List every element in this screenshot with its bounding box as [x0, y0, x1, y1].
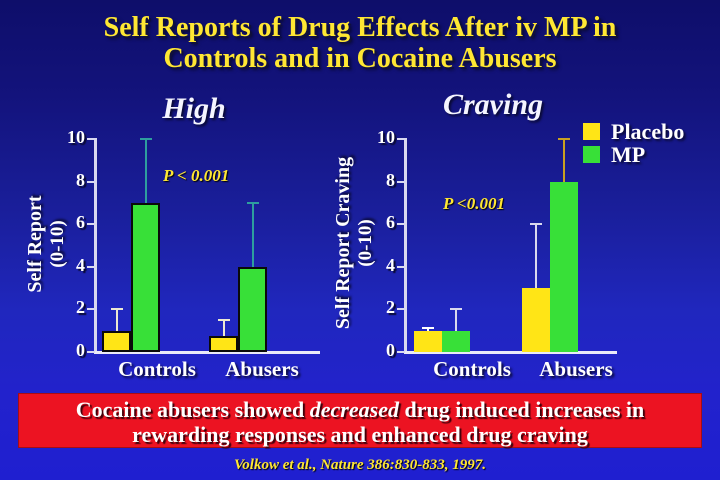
y-axis-tick-label: 2: [76, 297, 85, 318]
y-axis-tick-label: 6: [76, 212, 85, 233]
y-axis-tick-label: 10: [67, 127, 85, 147]
y-axis-tick: [87, 265, 95, 268]
category-label-abusers: Abusers: [225, 357, 299, 381]
banner-text-pre: Cocaine abusers showed: [75, 397, 310, 422]
chart-craving: Craving Self Report Craving (0-10) P <0.…: [330, 88, 720, 390]
bar-craving-abusers-placebo: [522, 288, 550, 352]
error-bar-cap: [246, 202, 259, 204]
error-bar-line: [535, 224, 537, 288]
citation: Volkow et al., Nature 386:830-833, 1997.: [233, 457, 487, 473]
y-axis-tick-label: 6: [386, 212, 395, 233]
y-axis-tick-label: 10: [377, 127, 395, 147]
y-axis-label-line1: Self Report Craving: [332, 156, 354, 330]
bar-high-controls-placebo: [102, 331, 131, 352]
bar-high-abusers-placebo: [209, 336, 238, 352]
chart-high-plot-area: P < 0.001 0 2 4 6 8 10: [67, 127, 320, 360]
chart-craving-y-axis-label: Self Report Craving (0-10): [332, 118, 378, 368]
y-axis-tick-label: 0: [76, 340, 85, 360]
y-axis-tick: [87, 308, 95, 311]
error-bar-line: [251, 203, 254, 267]
bar-craving-controls-mp: [442, 331, 470, 352]
y-axis-tick: [87, 180, 95, 183]
banner-text-italic: decreased: [309, 397, 399, 422]
legend-item-mp: MP: [583, 143, 684, 166]
chart-high-y-axis-label: Self Report (0-10): [24, 134, 70, 354]
error-bar-line: [563, 139, 565, 182]
y-axis-tick: [397, 351, 405, 353]
bar-craving-controls-placebo: [414, 331, 442, 352]
chart-craving-title: Craving: [442, 88, 544, 121]
y-axis-line: [404, 138, 407, 354]
y-axis-tick: [87, 138, 95, 140]
legend: Placebo MP: [583, 120, 684, 166]
bar-high-controls-mp: [131, 203, 160, 352]
legend-label-mp: MP: [611, 142, 646, 167]
category-label-controls: Controls: [433, 357, 511, 381]
bar-high-abusers-mp: [238, 267, 267, 352]
category-label-controls: Controls: [118, 357, 196, 381]
x-axis-line: [404, 351, 617, 354]
bar-craving-abusers-mp: [550, 182, 578, 352]
y-axis-label-line2: (0-10): [47, 220, 68, 268]
error-bar-cap: [139, 138, 152, 140]
error-bar-line: [427, 328, 429, 331]
p-value-annotation: P <0.001: [443, 194, 505, 213]
slide-title: Self Reports of Drug Effects After iv MP…: [0, 12, 720, 74]
x-axis-line: [94, 351, 320, 354]
y-axis-label-line2: (0-10): [355, 219, 376, 267]
chart-high-title: High: [162, 92, 226, 125]
y-axis-tick-label: 0: [386, 340, 395, 360]
error-bar-cap: [422, 327, 434, 329]
error-bar-cap: [558, 138, 570, 140]
legend-label-placebo: Placebo: [611, 119, 685, 144]
banner-text-post: drug induced increases in: [398, 397, 645, 422]
category-label-abusers: Abusers: [539, 357, 613, 381]
error-bar-cap: [110, 308, 123, 310]
error-bar-cap: [217, 319, 230, 321]
legend-item-placebo: Placebo: [583, 120, 684, 143]
error-bar-line: [144, 139, 147, 203]
error-bar-cap: [450, 308, 462, 310]
y-axis-tick-label: 2: [386, 297, 395, 318]
y-axis-tick-label: 8: [76, 169, 85, 190]
y-axis-tick: [397, 180, 405, 183]
y-axis-label-line1: Self Report: [24, 195, 46, 293]
banner-line2: rewarding responses and enhanced drug cr…: [132, 422, 588, 447]
conclusion-banner: Cocaine abusers showed decreased drug in…: [18, 393, 702, 448]
chart-high: High Self Report (0-10) P < 0.001 0 2 4 6 8 1…: [0, 90, 340, 390]
y-axis-tick: [397, 308, 405, 311]
slide-title-line1: Self Reports of Drug Effects After iv MP…: [103, 12, 617, 43]
p-value-annotation: P < 0.001: [163, 166, 230, 185]
y-axis-tick-label: 4: [76, 254, 85, 275]
y-axis-tick-label: 8: [386, 169, 395, 190]
y-axis-tick: [397, 138, 405, 140]
mp-color-swatch: [583, 146, 600, 163]
y-axis-line: [94, 138, 97, 354]
y-axis-tick: [87, 223, 95, 226]
y-axis-tick: [397, 265, 405, 268]
error-bar-cap: [530, 223, 542, 225]
y-axis-tick: [87, 351, 95, 353]
y-axis-tick: [397, 223, 405, 226]
banner-line1: Cocaine abusers showed decreased drug in…: [19, 397, 701, 422]
y-axis-tick-label: 4: [386, 254, 395, 275]
error-bar-line: [455, 309, 457, 331]
slide-title-line2: Controls and in Cocaine Abusers: [163, 43, 557, 74]
error-bar-line: [222, 320, 225, 336]
chart-craving-plot-area: P <0.001 0 2 4 6 8 10: [377, 127, 617, 360]
placebo-color-swatch: [583, 123, 600, 140]
error-bar-line: [115, 309, 118, 331]
